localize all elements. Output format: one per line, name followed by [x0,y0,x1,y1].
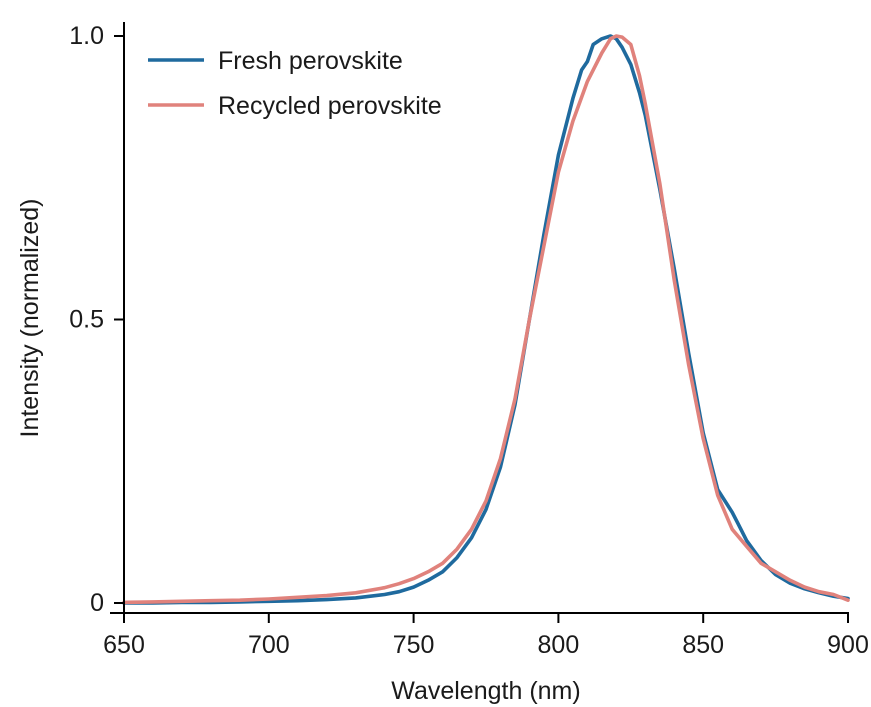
y-tick-label: 0.5 [69,306,104,334]
y-axis-label: Intensity (normalized) [16,199,44,438]
legend-label-recycled: Recycled perovskite [218,92,442,120]
x-tick-label: 800 [538,631,580,659]
x-axis-label: Wavelength (nm) [391,677,580,705]
x-tick-label: 700 [248,631,290,659]
x-axis-ticks: 650 700 750 800 850 900 [103,613,869,659]
x-tick-label: 750 [393,631,435,659]
y-tick-label: 1.0 [69,22,104,50]
series-line-fresh [122,34,850,605]
y-axis-ticks: 0 0.5 1.0 [69,22,124,617]
series-layer [122,34,850,605]
series-line-recycled [122,34,850,605]
x-tick-label: 850 [682,631,724,659]
legend: Fresh perovskite Recycled perovskite [148,47,442,120]
y-tick-label: 0 [90,589,104,617]
legend-label-fresh: Fresh perovskite [218,47,403,75]
x-tick-label: 900 [827,631,869,659]
plot-area [122,34,850,605]
x-tick-label: 650 [103,631,145,659]
